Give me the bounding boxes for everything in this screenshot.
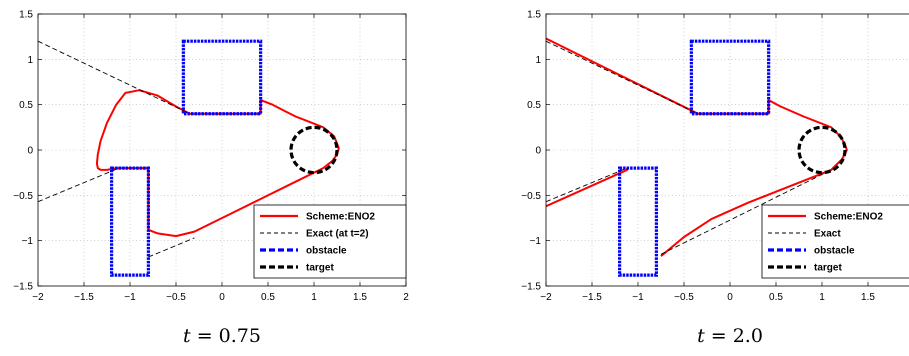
legend-label: obstacle: [814, 246, 855, 257]
y-tick-label: 0.5: [527, 100, 541, 111]
plot-area: [38, 39, 340, 277]
legend-label: Scheme:ENO2: [306, 212, 375, 223]
y-tick-label: 1.5: [19, 10, 33, 21]
caption-variable: t: [183, 325, 191, 347]
legend-label: Exact: [814, 229, 841, 240]
ticks: [37, 13, 407, 287]
x-tick-label: −2: [32, 292, 44, 303]
legend-label: Exact (at t=2): [306, 229, 369, 240]
series-obstacle: [109, 166, 150, 277]
x-tick-label: −0.5: [166, 292, 186, 303]
legend: Scheme:ENO2 Exact obstacle target: [761, 204, 909, 279]
series-target: [797, 125, 847, 175]
x-tick-label: 1: [819, 292, 825, 303]
series-scheme-eno2: [95, 89, 340, 238]
panel-caption: t = 2.0: [697, 325, 763, 347]
x-tick-label: −1.5: [74, 292, 94, 303]
series-exact-at-t-2-: [38, 40, 190, 115]
legend-label: obstacle: [306, 246, 347, 257]
y-tick-label: −1.5: [13, 282, 33, 293]
y-tick-label: −1: [22, 236, 34, 247]
x-tick-label: −0.5: [674, 292, 694, 303]
caption-value: = 2.0: [705, 325, 763, 347]
legend-label: target: [306, 263, 334, 274]
series-obstacle: [617, 166, 658, 277]
caption-value: = 0.75: [191, 325, 261, 347]
legend-label: target: [814, 263, 842, 274]
x-tick-label: 1.5: [861, 292, 875, 303]
y-tick-label: −1.5: [521, 282, 541, 293]
x-tick-label: 1: [311, 292, 317, 303]
series-target: [289, 125, 339, 175]
x-tick-label: −1: [632, 292, 644, 303]
y-tick-label: 1: [27, 55, 33, 66]
x-tick-label: 0.5: [261, 292, 275, 303]
series-exact: [546, 40, 698, 115]
x-tick-label: 2: [403, 292, 409, 303]
series-obstacle: [689, 39, 771, 116]
x-tick-label: −1: [124, 292, 136, 303]
x-tick-label: −1.5: [582, 292, 602, 303]
ticks: [545, 13, 869, 287]
chart-panel-2: −2 −1.5 −1 −0.5 0 0.5 1 1.51.510.50−0.5−1−1.5Sc…: [521, 10, 909, 347]
y-tick-label: 0: [27, 146, 33, 157]
series-exact-at-t-2-: [38, 167, 120, 203]
caption-variable: t: [697, 325, 705, 347]
x-tick-label: 1.5: [353, 292, 367, 303]
x-tick-label: −2: [540, 292, 552, 303]
y-tick-label: 0: [535, 146, 541, 157]
plot-area: [546, 37, 848, 277]
x-tick-label: 0: [727, 292, 733, 303]
x-tick-label: 0: [219, 292, 225, 303]
legend-label: Scheme:ENO2: [814, 212, 883, 223]
series-scheme-eno2: [546, 168, 628, 208]
chart-panel-1: −2 −1.5 −1 −0.5 0 0.5 1 1.5 21.510.50−0.5−1−1.5S…: [13, 10, 409, 348]
y-tick-label: −1: [530, 236, 542, 247]
y-tick-label: 1: [535, 55, 541, 66]
series-exact-at-t-2-: [148, 237, 195, 258]
series-obstacle: [181, 39, 263, 116]
y-tick-label: −0.5: [521, 191, 541, 202]
series-exact: [546, 167, 628, 203]
y-tick-label: 0.5: [19, 100, 33, 111]
y-tick-label: −0.5: [13, 191, 33, 202]
legend: Scheme:ENO2 Exact (at t=2) obstacle target: [253, 204, 407, 279]
y-tick-label: 1.5: [527, 10, 541, 21]
x-tick-label: 0.5: [769, 292, 783, 303]
panel-caption: t = 0.75: [183, 325, 261, 347]
